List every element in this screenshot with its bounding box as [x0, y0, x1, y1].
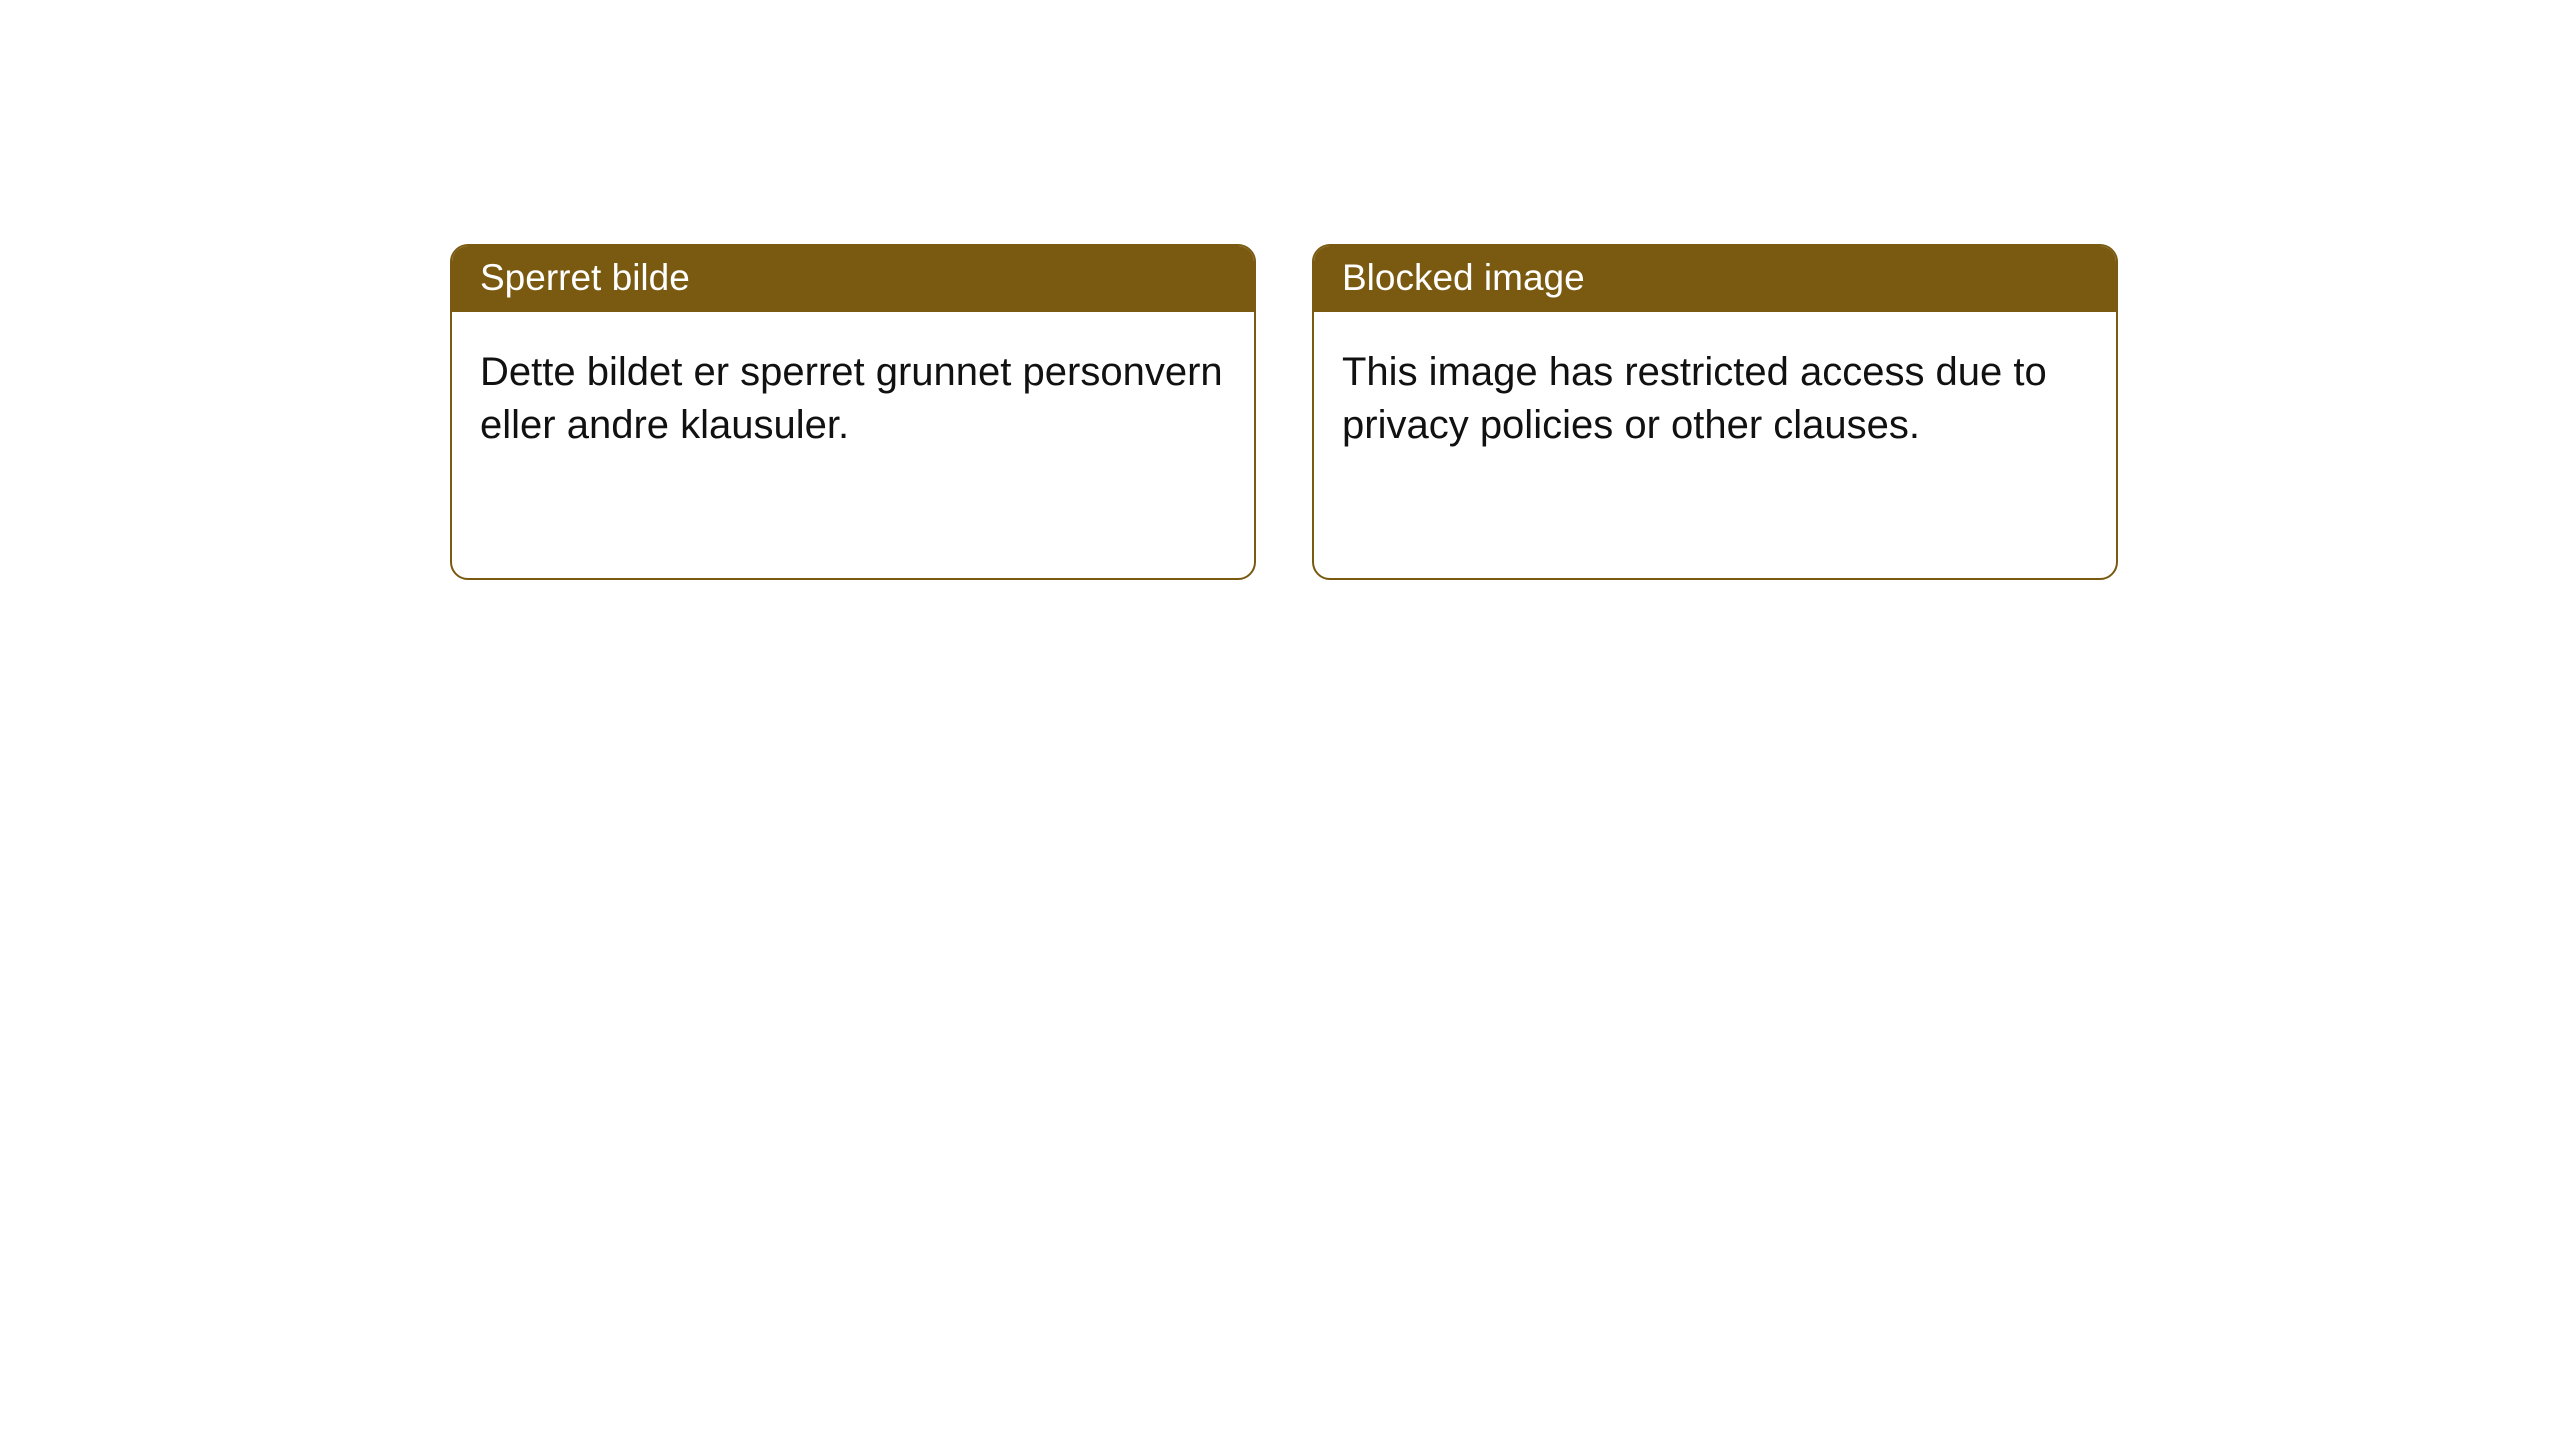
notice-text: Dette bildet er sperret grunnet personve…	[480, 350, 1223, 447]
notice-title: Blocked image	[1342, 257, 1585, 298]
notice-text: This image has restricted access due to …	[1342, 350, 2047, 447]
notice-body: Dette bildet er sperret grunnet personve…	[452, 312, 1254, 480]
notice-box-english: Blocked image This image has restricted …	[1312, 244, 2118, 580]
notice-title: Sperret bilde	[480, 257, 690, 298]
notice-container: Sperret bilde Dette bildet er sperret gr…	[450, 244, 2118, 580]
notice-box-norwegian: Sperret bilde Dette bildet er sperret gr…	[450, 244, 1256, 580]
notice-header: Sperret bilde	[452, 246, 1254, 312]
notice-body: This image has restricted access due to …	[1314, 312, 2116, 480]
notice-header: Blocked image	[1314, 246, 2116, 312]
